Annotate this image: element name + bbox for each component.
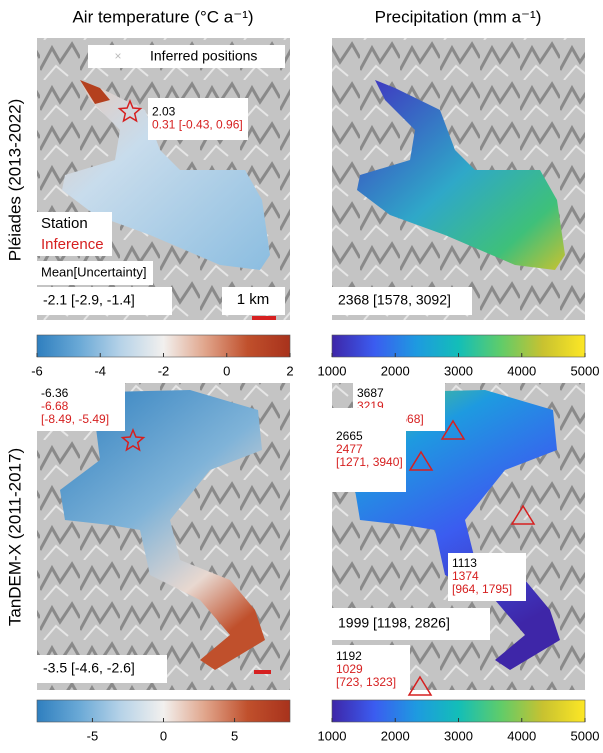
tick-label: 3000 [444,728,473,743]
tick-label: 4000 [507,363,536,378]
row-label: TanDEM-X (2011-2017) [5,448,24,626]
inference-value: 0.31 [-0.43, 0.96] [152,118,243,132]
inference-value: [1271, 3940] [336,455,403,469]
inference-value: 2477 [336,442,363,456]
inference-value: [964, 1795] [452,582,512,596]
tick-label: 1000 [318,728,347,743]
figure: Air temperature (°C a⁻¹) Precipitation (m… [0,0,603,753]
station-value: 2.03 [152,105,176,119]
inference-value: [723, 1323] [336,675,396,689]
station-value: 1113 [452,556,477,570]
tick-label: 4000 [507,728,536,743]
station-value: 2665 [336,429,363,443]
column-title: Precipitation (mm a⁻¹) [375,7,542,26]
tick-label: -4 [94,363,106,378]
tick-label: -2 [158,363,170,378]
tick-label: -5 [87,728,99,743]
row-label: Pléiades (2013-2022) [5,99,24,262]
column-title: Air temperature (°C a⁻¹) [72,7,253,26]
inference-value: -6.68 [41,399,69,413]
scale-bar [254,670,271,674]
tick-label: 0 [160,728,167,743]
station-value: 1192 [336,649,362,663]
tick-label: 5000 [571,363,600,378]
inference-value: 1029 [336,662,363,676]
station-value: -6.36 [41,386,69,400]
tick-label: 2 [286,363,293,378]
tick-label: 2000 [381,363,410,378]
scale-label: 1 km [237,291,270,308]
tick-label: 2000 [381,728,410,743]
summary: 1999 [1198, 2826] [338,615,450,631]
legend-marker: × [114,49,121,63]
inference-value: 1374 [452,569,479,583]
tick-label: 5 [231,728,238,743]
tick-label: 3000 [444,363,473,378]
key-mean: Mean[Uncertainty] [41,264,147,279]
station-value: 3687 [357,386,384,400]
scale-bar [252,316,276,320]
tick-label: -6 [31,363,43,378]
inference-value: [-8.49, -5.49] [41,412,109,426]
summary: -2.1 [-2.9, -1.4] [43,292,135,308]
legend-label: Inferred positions [150,48,257,64]
summary: 2368 [1578, 3092] [338,292,451,308]
tick-label: 0 [223,363,230,378]
summary: -3.5 [-4.6, -2.6] [43,660,135,676]
key-station: Station [41,215,88,232]
key-inference: Inference [41,236,104,253]
tick-label: 5000 [571,728,600,743]
tick-label: 1000 [318,363,347,378]
